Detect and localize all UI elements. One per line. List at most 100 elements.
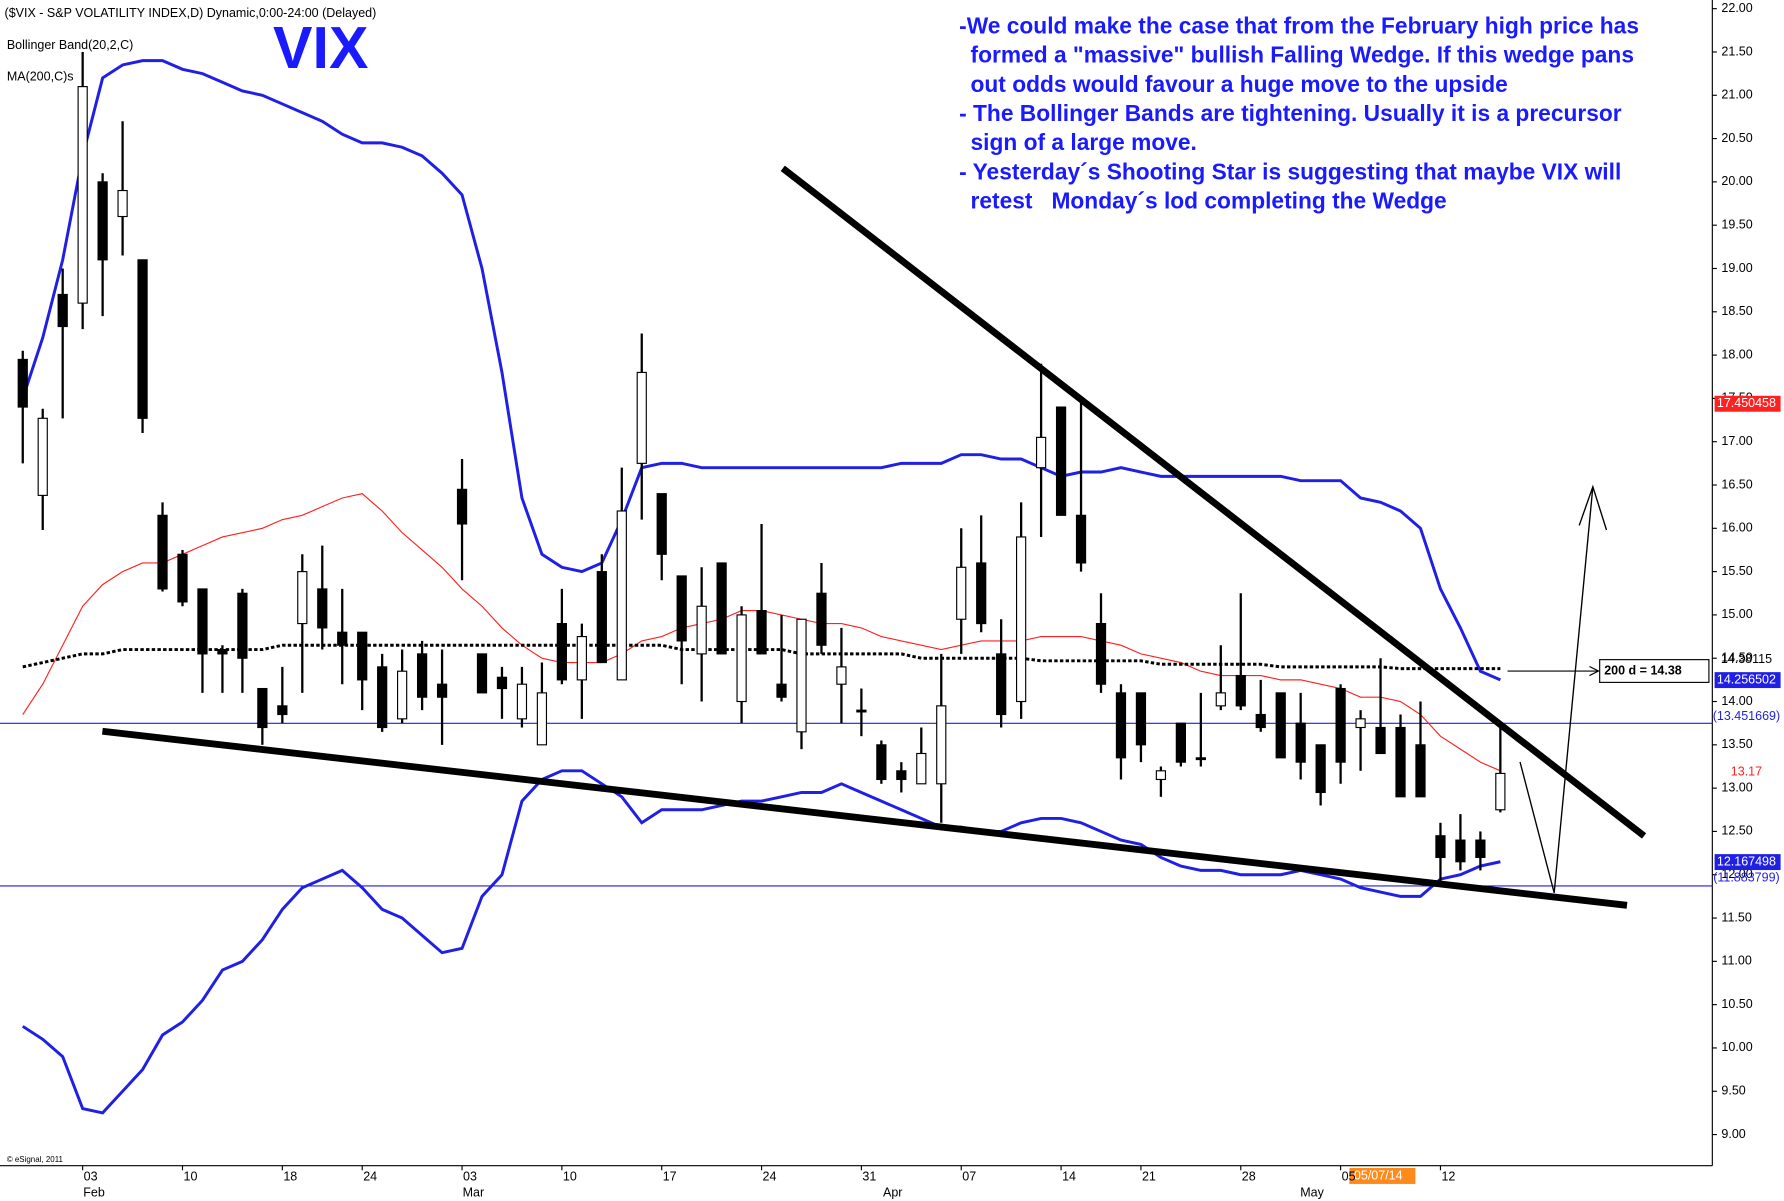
price-marker-box [1714, 672, 1781, 689]
candle-body [876, 744, 887, 781]
candle-body [516, 683, 528, 720]
x-tick-label: 05 [1342, 1169, 1356, 1183]
candle-body [1235, 674, 1246, 707]
y-tick-label: 9.00 [1721, 1127, 1745, 1141]
candle-body [1215, 692, 1226, 707]
y-tick-label: 10.00 [1721, 1040, 1752, 1054]
indicator-line [21, 59, 1501, 682]
ma-annotation: 200 d = 14.38 [1604, 663, 1682, 677]
candle-body [137, 259, 148, 419]
candle-body [976, 562, 987, 625]
y-tick-label: 9.50 [1721, 1084, 1745, 1098]
indicator-label: MA(200,C)s [7, 70, 74, 84]
candle-body [696, 605, 707, 655]
candle-body [436, 683, 448, 698]
indicator-label: Bollinger Band(20,2,C) [7, 38, 133, 52]
candle-body [1355, 718, 1366, 729]
price-marker: 17.450458 [1717, 396, 1776, 410]
y-tick-label: 11.50 [1721, 910, 1751, 924]
symbol-label: VIX [273, 14, 368, 81]
candle-body [1155, 770, 1167, 781]
candle-body [1375, 726, 1386, 755]
candle-body [337, 631, 348, 646]
candle-body [796, 618, 807, 733]
candle-body [676, 575, 687, 642]
x-tick-label: 24 [763, 1169, 777, 1183]
candle-body [716, 562, 727, 655]
candle-body [1455, 839, 1466, 863]
y-tick-label: 12.50 [1721, 824, 1752, 838]
price-marker: 13.17 [1731, 765, 1762, 779]
candle-body [1495, 772, 1506, 811]
candle-body [257, 687, 268, 729]
candle-body [816, 592, 827, 646]
month-label: May [1300, 1185, 1324, 1199]
candle-body [1415, 744, 1426, 798]
ma-annotation-box [1599, 659, 1710, 683]
y-tick-label: 15.50 [1721, 564, 1752, 578]
y-tick-label: 17.00 [1721, 434, 1752, 448]
y-tick-label: 21.00 [1721, 88, 1752, 102]
candle-body [1255, 713, 1266, 729]
price-marker: 14.38115 [1721, 652, 1772, 666]
candle-body [536, 692, 548, 746]
candle-body [37, 417, 48, 496]
y-tick-label: 18.00 [1721, 347, 1752, 361]
candle-body [1315, 744, 1326, 794]
candle-body [896, 770, 907, 781]
candle-body [556, 623, 568, 681]
copyright: © eSignal, 2011 [7, 1155, 64, 1164]
x-tick-label: 10 [184, 1169, 198, 1183]
candle-body [956, 566, 967, 620]
price-marker-box [1714, 395, 1781, 412]
candle-body [57, 293, 68, 328]
x-tick-label: 17 [663, 1169, 677, 1183]
month-label: Apr [883, 1185, 902, 1199]
commentary-line: retest Monday´s lod completing the Wedge [971, 188, 1447, 214]
y-tick-label: 20.50 [1721, 131, 1752, 145]
indicator-line [21, 769, 1501, 1115]
y-tick-label: 13.50 [1721, 737, 1752, 751]
candle-body [596, 571, 607, 664]
candle-body [277, 705, 288, 716]
candle-body [416, 653, 428, 698]
y-tick-label: 12.00 [1721, 867, 1752, 881]
y-tick-label: 14.50 [1721, 651, 1752, 665]
y-tick-label: 21.50 [1721, 44, 1752, 58]
month-label: Feb [83, 1185, 105, 1199]
candle-body [357, 631, 368, 681]
candle-body [377, 666, 388, 729]
commentary-line: - Yesterday´s Shooting Star is suggestin… [959, 158, 1621, 184]
commentary-line: -We could make the case that from the Fe… [959, 12, 1639, 38]
candle-body [177, 553, 188, 603]
candle-body [1275, 692, 1286, 759]
candle-body [97, 181, 108, 261]
y-tick-label: 10.50 [1721, 997, 1752, 1011]
candle-body [1035, 436, 1047, 469]
x-tick-label: 18 [283, 1169, 297, 1183]
x-tick-label: 12 [1441, 1169, 1455, 1183]
y-tick-label: 15.00 [1721, 607, 1752, 621]
y-tick-label: 19.50 [1721, 217, 1752, 231]
candle-body [916, 752, 927, 785]
candle-body [237, 592, 248, 659]
candle-body [1175, 722, 1186, 763]
price-marker: 14.256502 [1717, 672, 1776, 686]
x-tick-label: 28 [1242, 1169, 1256, 1183]
candle-body [576, 636, 587, 681]
candle-body [1135, 692, 1147, 746]
x-tick-label: 03 [84, 1169, 98, 1183]
candle-body [1475, 839, 1486, 858]
x-tick-label: 24 [363, 1169, 377, 1183]
price-marker-box [1714, 854, 1781, 871]
candle-body [856, 709, 867, 713]
candle-body [656, 493, 667, 555]
x-tick-label: 14 [1062, 1169, 1076, 1183]
candle-body [936, 705, 947, 785]
candle-body [1095, 623, 1107, 685]
x-tick-label: 31 [862, 1169, 876, 1183]
candle-body [1016, 536, 1027, 703]
y-tick-label: 18.50 [1721, 304, 1752, 318]
y-tick-label: 16.50 [1721, 477, 1752, 491]
